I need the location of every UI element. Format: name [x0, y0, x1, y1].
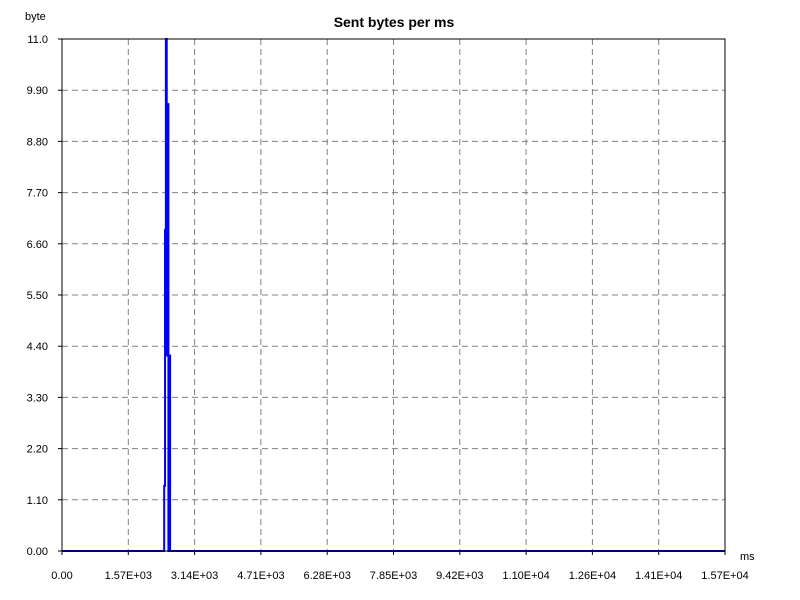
x-tick-label: 1.57E+04: [701, 570, 748, 582]
y-tick-label: 2.20: [27, 444, 48, 456]
x-tick-label: 0.00: [51, 570, 72, 582]
chart-title: Sent bytes per ms: [334, 14, 455, 30]
y-tick-label: 8.80: [27, 136, 48, 148]
x-tick-label: 1.26E+04: [569, 570, 616, 582]
y-tick-label: 7.70: [27, 188, 48, 200]
series-layer: [62, 38, 725, 552]
x-tick-label: 3.14E+03: [171, 570, 218, 582]
x-tick-label: 1.57E+03: [105, 570, 152, 582]
grid: [62, 39, 725, 551]
y-tick-label: 1.10: [27, 495, 48, 507]
y-tick-label: 5.50: [27, 290, 48, 302]
x-tick-label: 1.10E+04: [502, 570, 549, 582]
x-tick-label: 4.71E+03: [237, 570, 284, 582]
y-tick-label: 0.00: [27, 546, 48, 558]
x-tick-label: 7.85E+03: [370, 570, 417, 582]
y-tick-label: 9.90: [27, 85, 48, 97]
x-tick-label: 6.28E+03: [303, 570, 350, 582]
y-tick-label: 11.0: [27, 34, 48, 46]
y-tick-label: 6.60: [27, 239, 48, 251]
x-tick-label: 1.41E+04: [635, 570, 682, 582]
plot-frame: [61, 38, 726, 552]
x-axis-unit-label: ms: [740, 551, 755, 563]
y-axis-unit-label: byte: [25, 11, 46, 23]
ticks: 0.00 1.57E+03 3.14E+03 4.71E+03 6.28E+03 7.85…: [27, 34, 749, 582]
x-tick-label: 9.42E+03: [436, 570, 483, 582]
series-line: [62, 38, 725, 552]
y-tick-label: 4.40: [27, 341, 48, 353]
y-tick-label: 3.30: [27, 392, 48, 404]
